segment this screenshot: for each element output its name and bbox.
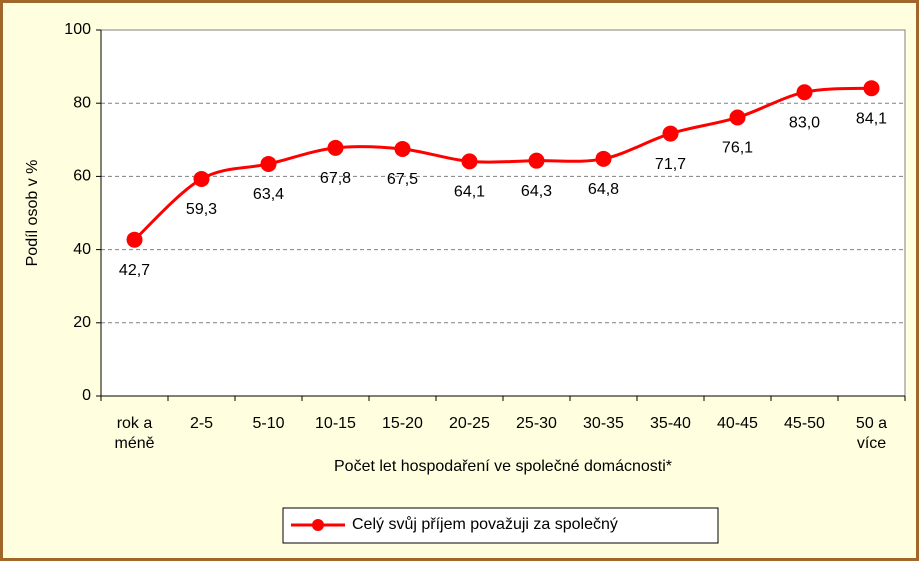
y-axis-title: Podíl osob v % <box>24 160 41 267</box>
data-label: 63,4 <box>253 186 284 203</box>
legend-marker <box>312 519 324 531</box>
x-tick-label: 45-50 <box>784 415 825 432</box>
marker <box>595 150 612 167</box>
x-tick-label: 25-30 <box>516 415 557 432</box>
x-tick-label: 5-10 <box>252 415 285 432</box>
data-label: 67,8 <box>320 170 351 187</box>
x-tick-label: 10-15 <box>315 415 356 432</box>
x-axis-title: Počet let hospodaření ve společné domácn… <box>334 458 672 475</box>
marker <box>126 231 143 248</box>
data-label: 71,7 <box>655 156 686 173</box>
legend-box <box>282 507 719 544</box>
y-tick-label: 80 <box>73 94 91 111</box>
marker <box>528 152 545 169</box>
x-tick-label: 50 a více <box>855 415 888 452</box>
data-label: 64,3 <box>521 183 552 200</box>
data-label: 42,7 <box>119 262 150 279</box>
data-label: 67,5 <box>387 171 418 188</box>
data-label: 84,1 <box>856 110 887 127</box>
x-tick-label: 15-20 <box>382 415 423 432</box>
data-label: 64,1 <box>454 184 485 201</box>
y-tick-label: 0 <box>82 387 91 404</box>
marker <box>193 170 210 187</box>
x-tick-label: 30-35 <box>583 415 624 432</box>
marker <box>260 155 277 172</box>
x-tick-label: 35-40 <box>650 415 691 432</box>
marker <box>729 109 746 126</box>
marker <box>863 80 880 97</box>
marker <box>394 140 411 157</box>
y-tick-label: 40 <box>73 241 91 258</box>
marker <box>327 139 344 156</box>
x-tick-label: 2-5 <box>189 415 214 432</box>
data-label: 83,0 <box>789 114 820 131</box>
plot-area <box>100 29 906 397</box>
data-label: 59,3 <box>186 201 217 218</box>
marker <box>461 153 478 170</box>
x-tick-label: 40-45 <box>717 415 758 432</box>
x-tick-label: rok a méně <box>114 415 155 452</box>
marker <box>796 84 813 101</box>
marker <box>662 125 679 142</box>
data-label: 64,8 <box>588 181 619 198</box>
y-tick-label: 20 <box>73 314 91 331</box>
legend-label: Celý svůj příjem považuji za společný <box>352 515 618 533</box>
x-tick-label: 20-25 <box>449 415 490 432</box>
y-tick-label: 60 <box>73 168 91 185</box>
y-tick-label: 100 <box>64 21 91 38</box>
data-label: 76,1 <box>722 140 753 157</box>
